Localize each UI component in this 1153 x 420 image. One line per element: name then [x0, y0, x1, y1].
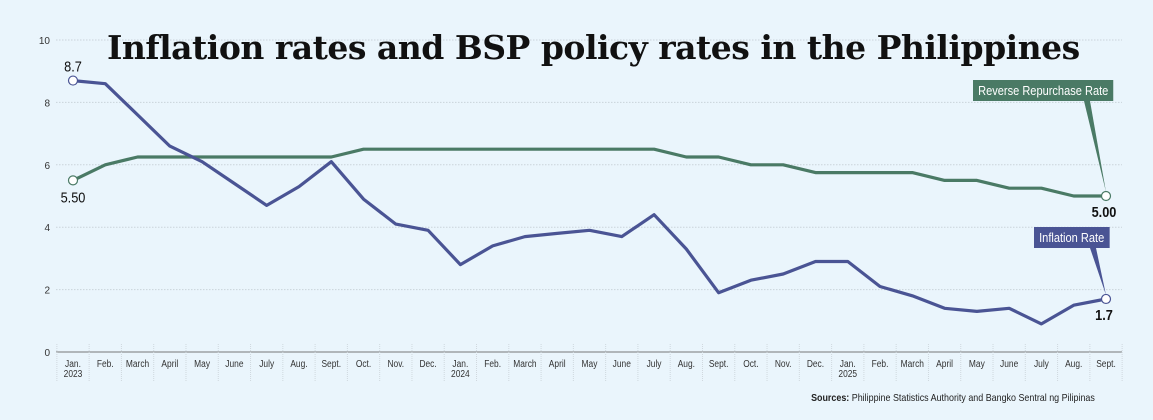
- endpoint-marker-inflation: [67, 75, 79, 86]
- x-tick-label: April: [936, 358, 953, 370]
- x-tick-label: Jan.: [452, 358, 468, 370]
- sources-text: Philippine Statistics Authority and Bang…: [849, 392, 1095, 404]
- endpoint-marker-rrp: [67, 175, 79, 186]
- x-tick-label: June: [225, 358, 243, 370]
- x-tick-label: May: [582, 358, 598, 370]
- callout-pointer-rrp: [1084, 101, 1106, 192]
- x-tick-label: Dec.: [807, 358, 824, 370]
- sources-prefix: Sources:: [811, 392, 850, 404]
- x-tick-label: Aug.: [678, 358, 695, 370]
- x-tick-label: Oct.: [356, 358, 371, 370]
- x-tick-label: 2023: [64, 368, 83, 380]
- sources-note: Sources: Philippine Statistics Authority…: [811, 392, 1095, 404]
- legend-callout-inflation: Inflation Rate: [1034, 227, 1110, 248]
- data-label-inflation-end: 1.7: [1095, 306, 1113, 323]
- endpoint-marker-rrp: [1100, 190, 1112, 202]
- legend-callout-rrp: Reverse Repurchase Rate: [973, 80, 1114, 101]
- x-tick-label: March: [126, 358, 149, 370]
- data-label-inflation-start: 8.7: [64, 58, 82, 75]
- x-tick-label: April: [549, 358, 566, 370]
- x-tick-label: Sept.: [709, 358, 729, 370]
- x-tick-label: July: [1034, 358, 1049, 370]
- x-tick-label: Aug.: [1065, 358, 1082, 370]
- x-tick-label: March: [901, 358, 924, 370]
- y-tick-label: 6: [44, 161, 50, 172]
- x-tick-label: 2024: [451, 368, 470, 380]
- x-tick-label: Sept.: [1096, 358, 1116, 370]
- y-tick-label: 10: [39, 36, 51, 47]
- series-line-rrp: [72, 147, 1106, 198]
- y-tick-label: 2: [44, 286, 50, 297]
- series-line-inflation: [72, 79, 1107, 326]
- x-tick-label: Dec.: [419, 358, 436, 370]
- x-tick-label: Nov.: [387, 358, 404, 370]
- y-tick-label: 8: [44, 98, 50, 109]
- data-label-rrp-start: 5.50: [61, 188, 86, 205]
- x-tick-label: July: [647, 358, 662, 370]
- x-tick-label: May: [194, 358, 210, 370]
- chart-title: Inflation rates and BSP policy rates in …: [107, 28, 1080, 67]
- x-tick-label: June: [1000, 358, 1018, 370]
- x-tick-label: Oct.: [743, 358, 758, 370]
- y-tick-label: 4: [44, 223, 50, 234]
- data-label-rrp-end: 5.00: [1092, 203, 1117, 220]
- x-tick-label: Feb.: [97, 358, 114, 370]
- callout-pointer-inflation: [1090, 248, 1106, 295]
- y-tick-label: 0: [44, 348, 50, 359]
- x-tick-label: 2025: [838, 368, 857, 380]
- x-tick-label: Aug.: [290, 358, 307, 370]
- x-tick-label: Sept.: [321, 358, 341, 370]
- x-tick-label: July: [259, 358, 274, 370]
- x-tick-label: April: [161, 358, 178, 370]
- x-tick-label: June: [613, 358, 631, 370]
- endpoint-marker-inflation: [1100, 293, 1112, 305]
- x-tick-label: May: [969, 358, 985, 370]
- x-tick-label: Jan.: [840, 358, 856, 370]
- x-tick-label: Jan.: [65, 358, 81, 370]
- x-tick-label: Nov.: [775, 358, 792, 370]
- x-tick-label: March: [513, 358, 536, 370]
- x-tick-label: Feb.: [872, 358, 889, 370]
- x-tick-label: Feb.: [484, 358, 501, 370]
